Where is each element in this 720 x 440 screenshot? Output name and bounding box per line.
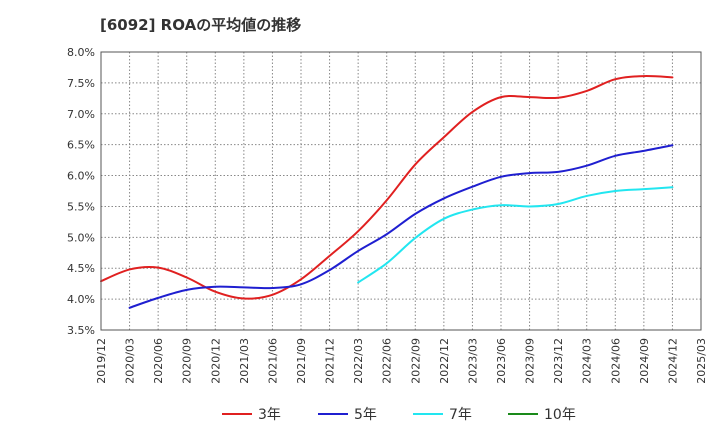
- x-tick-label: 2023/03: [466, 338, 479, 384]
- x-tick-label: 2020/03: [124, 338, 137, 384]
- y-tick-label: 7.5%: [67, 77, 95, 90]
- x-tick-label: 2022/06: [381, 338, 394, 384]
- series-lines: [100, 75, 674, 309]
- x-tick-label: 2023/12: [552, 338, 565, 384]
- x-tick-label: 2023/06: [495, 338, 508, 384]
- y-tick-label: 4.5%: [67, 262, 95, 275]
- x-tick-label: 2020/06: [152, 338, 165, 384]
- y-tick-label: 4.0%: [67, 293, 95, 306]
- y-tick-label: 6.5%: [67, 139, 95, 152]
- y-tick-label: 7.0%: [67, 108, 95, 121]
- series-line-3年: [100, 75, 674, 300]
- x-tick-label: 2022/09: [409, 338, 422, 384]
- x-tick-label: 2023/09: [524, 338, 537, 384]
- chart-title: [6092] ROAの平均値の推移: [100, 16, 302, 34]
- x-tick-label: 2022/03: [352, 338, 365, 384]
- x-tick-label: 2021/09: [295, 338, 308, 384]
- x-tick-label: 2021/03: [238, 338, 251, 384]
- y-tick-label: 5.5%: [67, 200, 95, 213]
- legend-label: 5年: [354, 407, 377, 423]
- x-tick-label: 2024/06: [609, 338, 622, 384]
- x-tick-label: 2024/09: [638, 338, 651, 384]
- y-tick-label: 6.0%: [67, 170, 95, 183]
- x-tick-label: 2022/12: [438, 338, 451, 384]
- x-tick-label: 2020/12: [209, 338, 222, 384]
- x-tick-label: 2024/03: [581, 338, 594, 384]
- legend: 3年 5年 7年 10年: [222, 407, 576, 423]
- x-tick-label: 2025/03: [695, 338, 708, 384]
- y-tick-label: 8.0%: [67, 46, 95, 59]
- x-tick-label: 2024/12: [666, 338, 679, 384]
- y-tick-label: 3.5%: [67, 324, 95, 337]
- plot-frame: [100, 51, 702, 331]
- series-line-7年: [357, 186, 674, 284]
- y-tick-label: 5.0%: [67, 231, 95, 244]
- series-line-5年: [128, 144, 674, 309]
- x-tick-label: 2021/12: [324, 338, 337, 384]
- x-tick-label: 2019/12: [95, 338, 108, 384]
- x-tick-label: 2021/06: [266, 338, 279, 384]
- legend-label: 10年: [544, 407, 576, 423]
- legend-label: 7年: [449, 407, 472, 423]
- x-tick-label: 2020/09: [181, 338, 194, 384]
- legend-label: 3年: [258, 407, 281, 423]
- axes: 3.5% 4.0% 4.5% 5.0% 5.5% 6.0% 6.5% 7.0% 7.5% 8.0%…: [67, 46, 708, 384]
